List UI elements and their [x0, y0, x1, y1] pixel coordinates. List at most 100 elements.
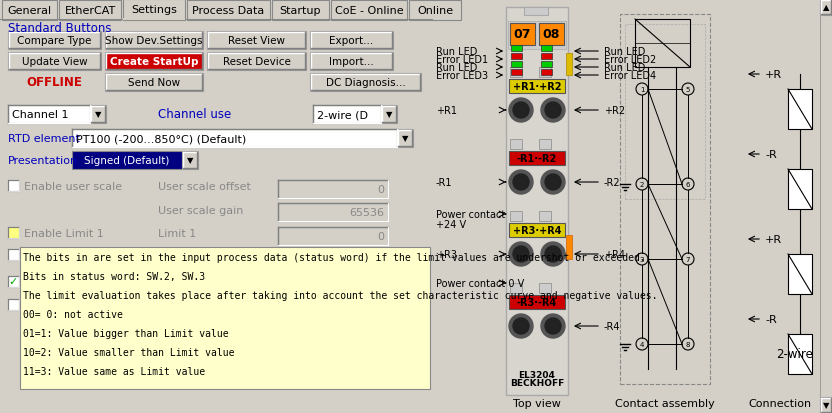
- Bar: [509, 152, 565, 166]
- Bar: [8, 53, 101, 71]
- Text: Channel 1: Channel 1: [12, 110, 68, 120]
- Bar: [625, 25, 705, 199]
- Text: Enable user scale: Enable user scale: [24, 182, 122, 192]
- Bar: [310, 74, 421, 92]
- Bar: [539, 68, 551, 78]
- Text: Channel use: Channel use: [158, 108, 231, 121]
- Bar: [506, 8, 568, 395]
- Bar: [105, 74, 203, 92]
- Bar: [510, 140, 522, 150]
- Circle shape: [509, 242, 533, 266]
- Text: Reset Device: Reset Device: [223, 57, 290, 67]
- Text: The limit evaluation takes place after taking into account the set characteristi: The limit evaluation takes place after t…: [23, 290, 657, 300]
- Text: 2: 2: [640, 182, 644, 188]
- Text: Contact assembly: Contact assembly: [615, 398, 715, 408]
- Bar: [207, 32, 306, 50]
- Text: -R4: -R4: [604, 321, 621, 331]
- Text: Enable Limit 1: Enable Limit 1: [24, 228, 104, 238]
- Text: ▲: ▲: [823, 3, 830, 12]
- Bar: [511, 54, 522, 60]
- Bar: [432, 0, 832, 413]
- Text: ✓: ✓: [9, 277, 18, 287]
- Text: 5: 5: [686, 87, 691, 93]
- Bar: [397, 130, 413, 147]
- Text: 0: 0: [377, 185, 384, 195]
- Bar: [278, 180, 388, 199]
- Text: Error LED3: Error LED3: [436, 71, 488, 81]
- Circle shape: [509, 99, 533, 123]
- Bar: [8, 180, 19, 192]
- Bar: [105, 32, 203, 50]
- Text: Create StartUp: Create StartUp: [110, 57, 198, 67]
- Text: EtherCAT: EtherCAT: [64, 6, 116, 16]
- Bar: [105, 53, 203, 71]
- Bar: [510, 68, 522, 78]
- Bar: [72, 152, 182, 170]
- Bar: [8, 32, 101, 50]
- Text: 4: 4: [640, 341, 644, 347]
- Bar: [310, 53, 393, 71]
- Bar: [820, 0, 832, 413]
- Circle shape: [541, 171, 565, 195]
- Bar: [566, 235, 572, 259]
- Text: Run LED: Run LED: [436, 47, 478, 57]
- Text: ▼: ▼: [186, 156, 193, 165]
- Text: Send Now: Send Now: [128, 78, 180, 88]
- Text: Import...: Import...: [329, 57, 374, 67]
- Bar: [20, 247, 430, 389]
- Text: Startup: Startup: [280, 6, 321, 16]
- Bar: [331, 1, 407, 21]
- Bar: [381, 106, 397, 124]
- Text: 8: 8: [686, 341, 691, 347]
- Bar: [820, 0, 832, 16]
- Text: Reset View: Reset View: [228, 36, 285, 46]
- Text: Run LED: Run LED: [604, 63, 646, 73]
- Text: +R1: +R1: [436, 106, 457, 116]
- Text: Standard Buttons: Standard Buttons: [8, 21, 111, 34]
- Text: Power contact: Power contact: [436, 209, 505, 219]
- Circle shape: [545, 318, 561, 334]
- Bar: [539, 283, 551, 293]
- Bar: [510, 283, 522, 293]
- Text: Limit 1: Limit 1: [158, 228, 196, 238]
- Text: 07: 07: [513, 28, 531, 41]
- Text: 0: 0: [377, 231, 384, 242]
- Circle shape: [509, 171, 533, 195]
- Bar: [207, 53, 306, 71]
- Bar: [182, 152, 198, 170]
- Text: PT100 (-200...850°C) (Default): PT100 (-200...850°C) (Default): [76, 134, 246, 144]
- Text: 65536: 65536: [349, 207, 384, 218]
- Text: Show Dev.Settings: Show Dev.Settings: [106, 36, 203, 46]
- Text: 2-wire: 2-wire: [776, 348, 814, 361]
- Bar: [541, 46, 552, 52]
- Bar: [8, 299, 19, 310]
- Text: Error LED1: Error LED1: [436, 55, 488, 65]
- Text: Connection: Connection: [749, 398, 811, 408]
- Bar: [8, 249, 19, 260]
- Text: 3: 3: [640, 256, 644, 262]
- Text: 2-wire (D: 2-wire (D: [317, 110, 368, 120]
- Text: Online: Online: [417, 6, 453, 16]
- Text: Top view: Top view: [513, 398, 561, 408]
- Bar: [187, 1, 270, 21]
- Text: 6: 6: [686, 182, 691, 188]
- Text: Run LED: Run LED: [436, 63, 478, 73]
- Bar: [508, 22, 566, 50]
- Bar: [278, 204, 388, 221]
- Text: ▼: ▼: [95, 110, 102, 119]
- Text: +R1·+R2: +R1·+R2: [513, 82, 562, 92]
- Text: The bits in are set in the input process data (status word) if the limit values : The bits in are set in the input process…: [23, 252, 646, 262]
- Bar: [509, 295, 565, 309]
- Text: Settings: Settings: [131, 5, 177, 15]
- Bar: [539, 211, 551, 221]
- Bar: [509, 80, 565, 94]
- Bar: [820, 397, 832, 413]
- Text: +R3·+R4: +R3·+R4: [513, 225, 562, 235]
- Text: 08: 08: [542, 28, 560, 41]
- Bar: [278, 228, 388, 245]
- Text: 1: 1: [640, 87, 644, 93]
- Text: 01=1: Value bigger than Limit value: 01=1: Value bigger than Limit value: [23, 328, 229, 338]
- Text: +24 V: +24 V: [436, 219, 466, 230]
- Bar: [59, 1, 121, 21]
- Text: ▼: ▼: [402, 134, 409, 143]
